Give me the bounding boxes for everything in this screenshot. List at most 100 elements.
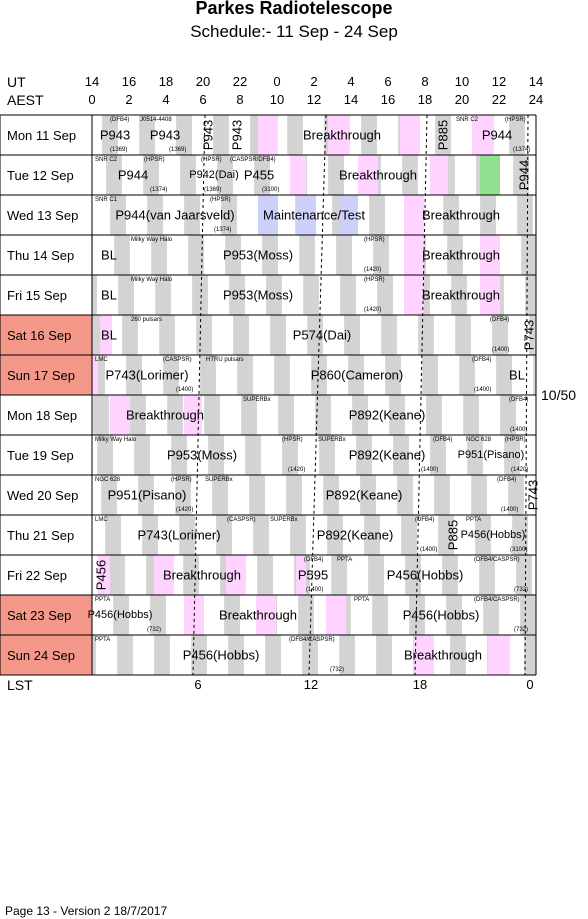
stripe [319, 435, 335, 475]
ut-tick-label: 18 [158, 74, 174, 89]
stripe [397, 475, 413, 515]
stripe [339, 635, 355, 675]
stripe [426, 395, 442, 435]
stripe [93, 395, 109, 435]
schedule-block: Breakthrough [218, 607, 298, 623]
stripe [361, 115, 377, 155]
schedule-block: P455 [243, 167, 275, 183]
stripe [151, 235, 167, 275]
highlight-band [92, 355, 98, 395]
schedule-block: P943 [149, 127, 181, 143]
schedule-block: Breakthrough [302, 127, 382, 143]
aest-tick-label: 6 [199, 92, 207, 107]
stripe [393, 435, 409, 475]
schedule-block: Breakthrough [125, 407, 205, 423]
stripe [184, 195, 200, 235]
page-subtitle: Schedule:- 11 Sep - 24 Sep [190, 22, 398, 41]
block-annotation: (1400) [492, 347, 510, 353]
ut-tick-label: 20 [195, 74, 211, 89]
day-label: Sun 24 Sep [7, 648, 75, 663]
ut-tick-label: 16 [121, 74, 137, 89]
block-annotation: SUPERBx [205, 477, 233, 483]
block-annotation: (732) [514, 587, 529, 593]
aest-tick-label: 24 [528, 92, 544, 107]
block-annotation: (732) [330, 667, 345, 673]
stripe [105, 515, 121, 555]
stripe [270, 315, 286, 355]
highlight-band [184, 395, 202, 435]
block-annotation: (1369) [110, 147, 128, 153]
block-annotation: (1400) [474, 387, 492, 393]
ut-tick-label: 10 [454, 74, 470, 89]
day-label: Thu 21 Sep [7, 528, 75, 543]
highlight-band [226, 555, 246, 595]
schedule-block: P944 [117, 167, 149, 183]
stripe [224, 595, 240, 635]
lst-tick-label: 0 [526, 677, 534, 692]
aest-tick-label: 14 [343, 92, 359, 107]
stripe [221, 195, 237, 235]
stripe [422, 355, 438, 395]
green-band [480, 155, 500, 195]
stripe [163, 355, 179, 395]
highlight-band [100, 315, 112, 355]
aest-tick-label: 16 [380, 92, 396, 107]
block-annotation: (732) [147, 627, 162, 633]
stripe [451, 275, 467, 315]
stripe [509, 115, 525, 155]
stripe [228, 635, 244, 675]
highlight-band [404, 275, 424, 315]
block-annotation: J0514-4408 [140, 117, 172, 123]
aest-tick-label: 0 [88, 92, 96, 107]
stripe [373, 235, 389, 275]
stripe [418, 315, 434, 355]
lst-tick-label: 12 [303, 677, 319, 692]
day-label: Tue 19 Sep [7, 448, 74, 463]
ut-label: UT [7, 74, 26, 90]
ut-tick-label: 6 [384, 74, 392, 89]
stripe [176, 115, 192, 155]
day-label: Mon 18 Sep [7, 408, 78, 423]
highlight-band [256, 595, 276, 635]
lst-label: LST [7, 677, 33, 693]
stripe [323, 475, 339, 515]
weekend-cell [0, 355, 92, 395]
stripe [274, 355, 290, 395]
stripe [525, 275, 536, 315]
schedule-block: P885 [435, 119, 451, 151]
block-annotation: (1400) [510, 427, 528, 433]
block-annotation: NGC 628 [466, 437, 492, 443]
highlight-band [480, 275, 500, 315]
stripe [311, 355, 327, 395]
stripe [298, 595, 314, 635]
stripe [167, 395, 183, 435]
day-label: Wed 13 Sep [7, 208, 79, 223]
stripe [430, 435, 446, 475]
stripe [328, 155, 344, 195]
block-annotation: SUPERBx [318, 437, 346, 443]
stripe [253, 515, 269, 555]
stripe [134, 435, 150, 475]
block-annotation: 260 pulsars [131, 317, 163, 323]
highlight-band [480, 235, 500, 275]
block-annotation: (1400) [176, 387, 194, 393]
stripe [241, 395, 257, 435]
stripe [200, 355, 216, 395]
block-annotation: (1369) [204, 187, 222, 193]
stripe [368, 555, 384, 595]
block-annotation: (1400) [421, 467, 439, 473]
schedule-block: BL [101, 327, 117, 343]
block-annotation: PPTA [95, 597, 111, 603]
stripe [402, 155, 418, 195]
stripe [204, 395, 220, 435]
schedule-block: P944(van Jaarsveld) [115, 207, 235, 223]
stripe [438, 515, 454, 555]
stripe [118, 275, 134, 315]
ut-tick-label: 4 [347, 74, 355, 89]
stripe [102, 115, 118, 155]
block-annotation: Milky Way Halo [131, 277, 173, 283]
highlight-band [296, 555, 306, 595]
stripe [480, 195, 496, 235]
block-annotation: (1420) [176, 507, 194, 513]
block-annotation: PPTA [354, 597, 370, 603]
